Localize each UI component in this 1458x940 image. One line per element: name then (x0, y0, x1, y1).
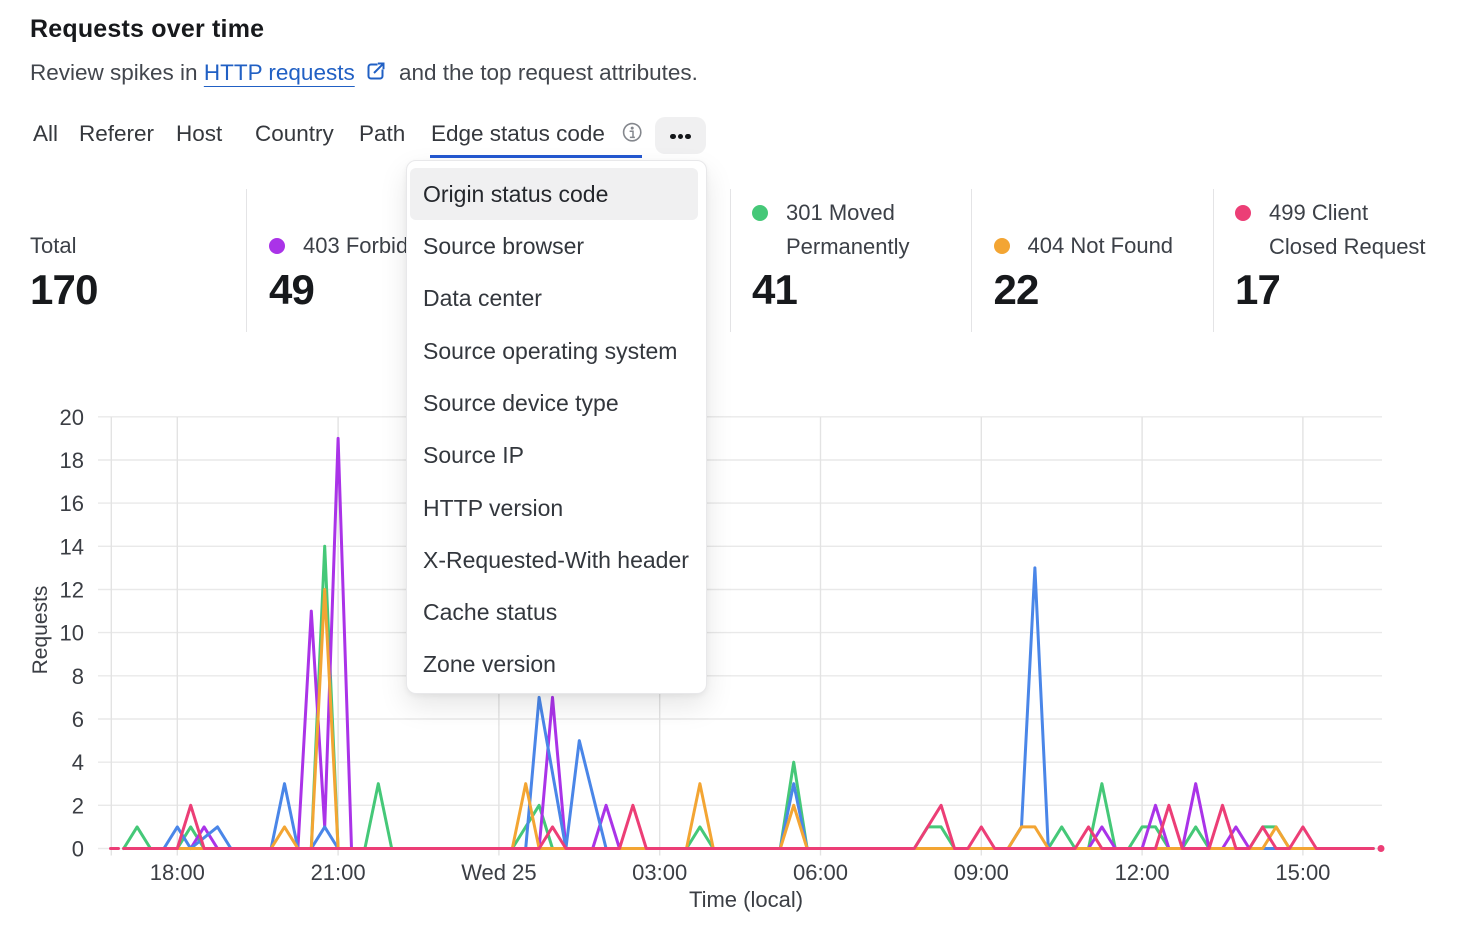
svg-text:6: 6 (72, 707, 84, 732)
svg-text:4: 4 (72, 750, 84, 775)
svg-text:Requests: Requests (29, 586, 52, 675)
svg-text:18:00: 18:00 (150, 860, 205, 885)
svg-text:2: 2 (72, 793, 84, 818)
svg-text:8: 8 (72, 664, 84, 689)
svg-text:12: 12 (60, 578, 84, 603)
svg-text:14: 14 (60, 534, 84, 559)
svg-text:0: 0 (72, 837, 84, 862)
svg-text:20: 20 (60, 405, 84, 430)
svg-text:10: 10 (60, 621, 84, 646)
svg-text:21:00: 21:00 (311, 860, 366, 885)
svg-text:16: 16 (60, 491, 84, 516)
svg-text:Wed 25: Wed 25 (461, 860, 536, 885)
svg-text:09:00: 09:00 (954, 860, 1009, 885)
svg-text:15:00: 15:00 (1275, 860, 1330, 885)
svg-text:06:00: 06:00 (793, 860, 848, 885)
svg-text:03:00: 03:00 (632, 860, 687, 885)
svg-text:18: 18 (60, 448, 84, 473)
svg-text:12:00: 12:00 (1115, 860, 1170, 885)
svg-text:Time (local): Time (local) (689, 887, 803, 912)
